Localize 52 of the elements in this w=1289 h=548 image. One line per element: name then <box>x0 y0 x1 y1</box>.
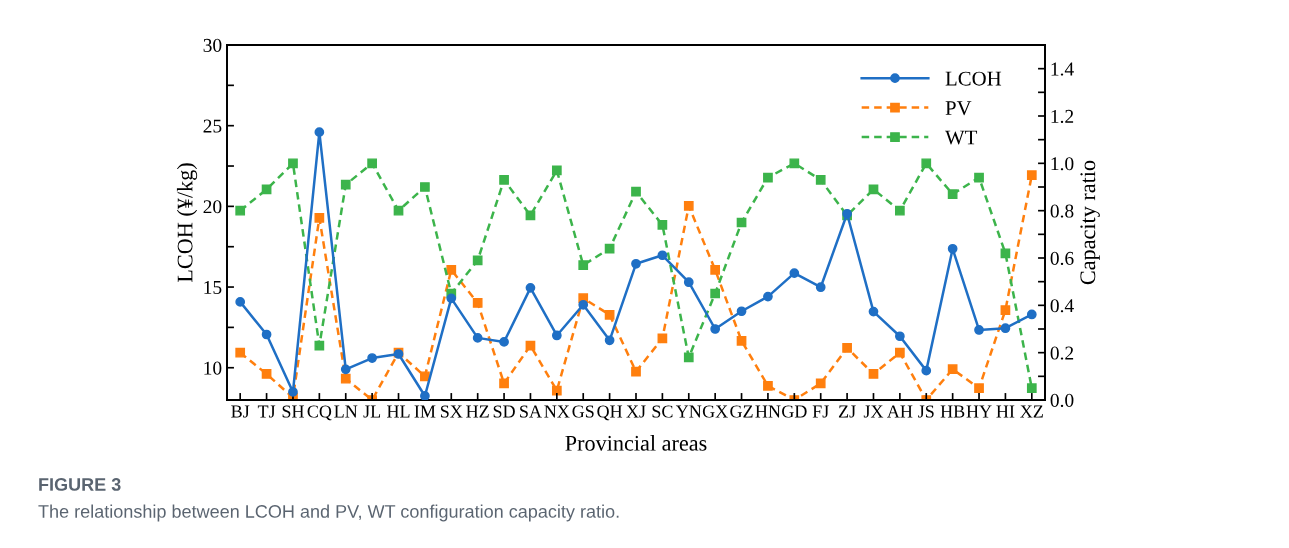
x-tick-label: SX <box>440 405 463 418</box>
x-tick-label: TJ <box>257 405 276 418</box>
x-tick-label: AH <box>887 405 913 418</box>
x-tick-label: XJ <box>626 405 646 418</box>
y2-tick-label: 1.2 <box>1051 109 1074 124</box>
x-tick-label: HY <box>966 405 992 418</box>
x-tick-label: BJ <box>231 405 250 418</box>
y2-tick-label: 0.6 <box>1050 251 1074 266</box>
y2-tick-label: 0.2 <box>1050 346 1074 360</box>
x-tick-label: IM <box>414 405 436 418</box>
x-tick-label: LN <box>334 405 358 418</box>
x-tick-label: QH <box>597 405 623 421</box>
y-tick-label: 20 <box>203 200 222 214</box>
x-tick-label: HL <box>387 405 410 418</box>
caption: FIGURE 3 <box>39 478 121 491</box>
x-tick-label: JS <box>918 405 934 418</box>
x-tick-label: GD <box>782 405 807 418</box>
legend-label: LCOH <box>945 71 1002 86</box>
x-tick-label: FJ <box>812 405 829 418</box>
x-tick-label: GX <box>702 405 728 418</box>
text: The relationship between LCOH and PV, WT configuration capacity ratio. <box>38 504 619 522</box>
x-axis-title: Provincial areas <box>565 435 707 451</box>
y2-tick-label: 1.4 <box>1051 62 1074 76</box>
x-tick-label: GS <box>572 405 594 418</box>
x-tick-label: ZJ <box>838 405 856 418</box>
x-tick-label: SD <box>493 405 515 418</box>
x-tick-label: HB <box>940 405 965 418</box>
y-tick-label: 10 <box>204 361 222 375</box>
x-tick-label: XZ <box>1020 405 1043 418</box>
y2-tick-label: 0.0 <box>1050 393 1074 408</box>
y2-tick-label: 1.0 <box>1051 157 1074 171</box>
x-tick-label: HI <box>996 405 1015 418</box>
x-tick-label: SA <box>520 405 542 418</box>
x-tick-label: GZ <box>730 405 753 418</box>
x-tick-label: SH <box>282 405 304 418</box>
x-tick-label: SC <box>652 405 673 418</box>
y2-axis-title: Capacity ratio <box>1080 160 1100 285</box>
legend-label: WT <box>945 130 978 145</box>
y-tick-label: 25 <box>203 119 222 133</box>
y-axis-title: LCOH (¥/kg) <box>176 163 198 283</box>
y2-tick-label: 0.4 <box>1050 299 1074 313</box>
legend-label: PV <box>945 101 972 116</box>
x-tick-label: CQ <box>307 405 332 421</box>
x-tick-label: JL <box>363 405 381 418</box>
x-tick-label: NX <box>544 405 570 418</box>
y-tick-label: 30 <box>203 38 222 52</box>
x-tick-label: JX <box>863 405 884 418</box>
y2-tick-label: 0.8 <box>1050 204 1074 218</box>
x-tick-label: HZ <box>466 405 489 418</box>
y-tick-label: 15 <box>204 280 222 294</box>
x-tick-label: YN <box>675 405 702 418</box>
x-tick-label: HN <box>755 405 781 418</box>
